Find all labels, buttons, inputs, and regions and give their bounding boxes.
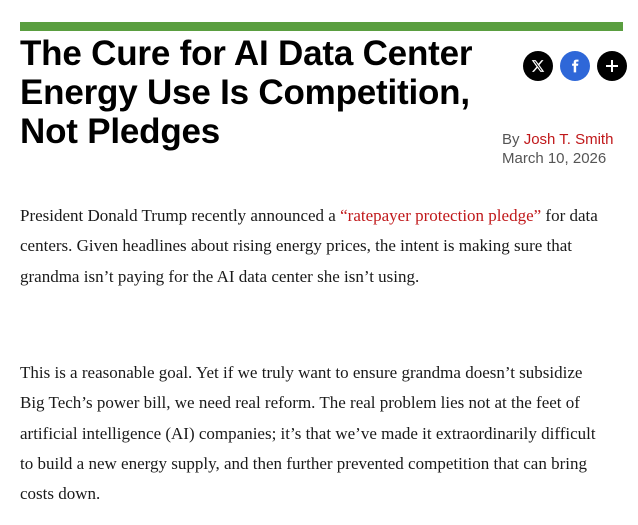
facebook-icon (572, 59, 579, 73)
author-link[interactable]: Josh T. Smith (523, 131, 614, 148)
top-accent-bar (20, 22, 623, 31)
publish-date: March 10, 2026 (502, 150, 607, 167)
article-headline: The Cure for AI Data Center Energy Use I… (20, 34, 473, 151)
share-more-button[interactable] (597, 51, 627, 81)
article-paragraph-2: This is a reasonable goal. Yet if we tru… (20, 363, 596, 504)
paragraph-1-text-end: for data centers. Given headlines about … (20, 206, 598, 286)
share-x-button[interactable] (523, 51, 553, 81)
plus-icon (606, 60, 618, 72)
byline-prefix: By (502, 131, 520, 148)
share-facebook-button[interactable] (560, 51, 590, 81)
article-paragraph-1: President Donald Trump recently announce… (20, 201, 610, 292)
paragraph-1-text-start: President Donald Trump recently announce… (20, 206, 341, 225)
share-buttons (523, 51, 627, 81)
byline: By Josh T. Smith March 10, 2026 (502, 130, 613, 168)
x-icon (531, 60, 545, 72)
ratepayer-pledge-link[interactable]: “ratepayer protection pledge” (340, 206, 542, 225)
